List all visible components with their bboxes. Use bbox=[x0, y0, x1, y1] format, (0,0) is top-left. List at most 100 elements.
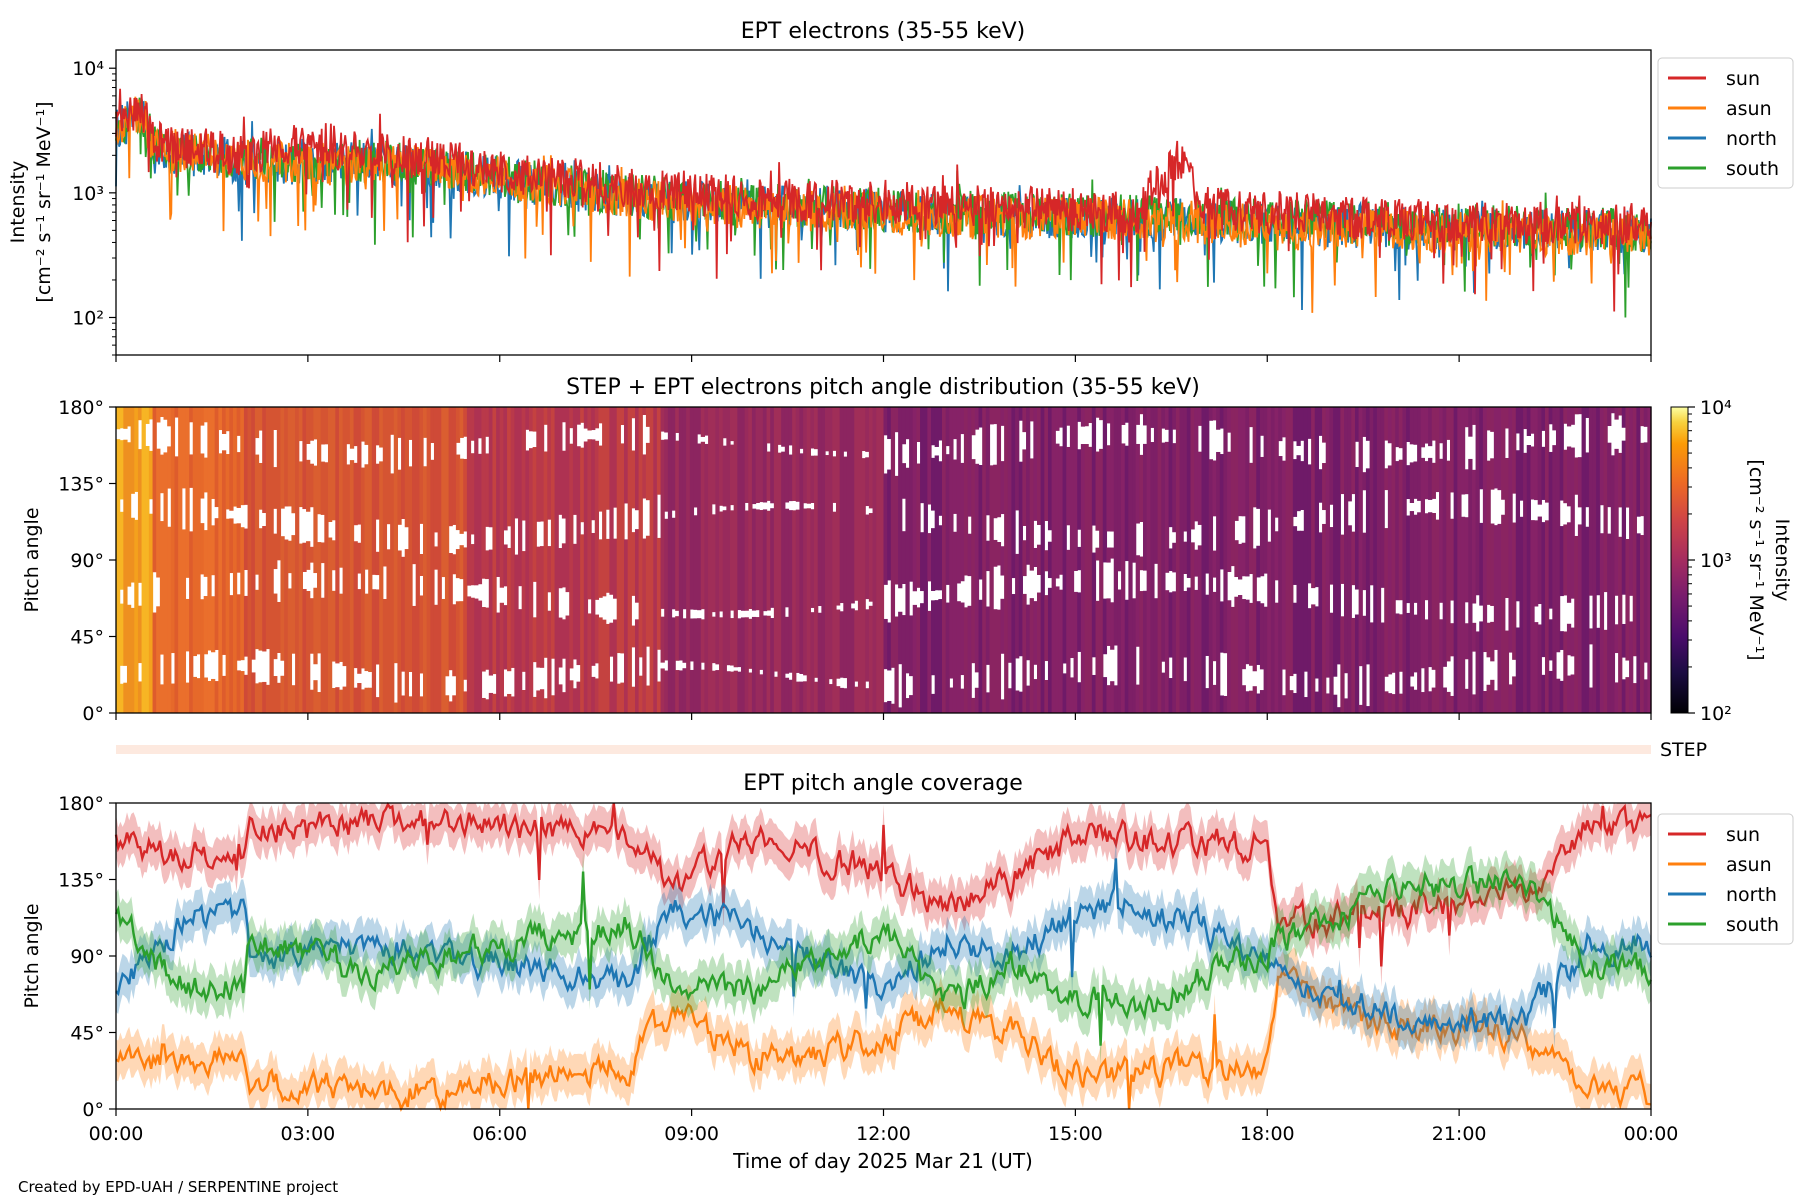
heatmap-cell bbox=[1643, 679, 1648, 713]
x-tick-label: 12:00 bbox=[856, 1123, 911, 1145]
heatmap-cell bbox=[945, 407, 950, 447]
heatmap-cell bbox=[1596, 627, 1601, 713]
heatmap-cell bbox=[1117, 407, 1122, 572]
heatmap-cell bbox=[243, 407, 249, 505]
heatmap-cell bbox=[481, 607, 486, 672]
heatmap-cell bbox=[766, 407, 771, 444]
heatmap-cell bbox=[1464, 517, 1469, 603]
heatmap-cell bbox=[426, 407, 431, 713]
heatmap-cell bbox=[1563, 524, 1568, 596]
heatmap-cell bbox=[1577, 407, 1583, 415]
heatmap-cell bbox=[580, 407, 585, 423]
heatmap-cell bbox=[653, 407, 658, 713]
heatmap-cell bbox=[1121, 443, 1126, 713]
heatmap-cell bbox=[1238, 543, 1243, 580]
coverage-line-north bbox=[115, 858, 1653, 1036]
heatmap-cell bbox=[620, 682, 625, 713]
heatmap-cell bbox=[1424, 619, 1429, 713]
heatmap-cell bbox=[894, 616, 899, 713]
heatmap-cell bbox=[232, 407, 238, 507]
heatmap-cell bbox=[730, 618, 735, 666]
heatmap-cell bbox=[1446, 691, 1451, 713]
heatmap-cell bbox=[1033, 601, 1038, 665]
heatmap-cell bbox=[474, 407, 479, 586]
heatmap-cell bbox=[412, 407, 417, 565]
heatmap-cell bbox=[788, 679, 793, 713]
heatmap-cell bbox=[1515, 407, 1521, 434]
heatmap-cell bbox=[503, 544, 508, 587]
heatmap-cell bbox=[145, 407, 150, 424]
heatmap-cell bbox=[1406, 612, 1411, 713]
heatmap-cell bbox=[203, 677, 208, 713]
heatmap-cell bbox=[1292, 526, 1298, 585]
heatmap-cell bbox=[1325, 407, 1330, 678]
heatmap-cell bbox=[415, 407, 420, 713]
heatmap-cell bbox=[693, 515, 698, 610]
heatmap-cell bbox=[1413, 407, 1418, 445]
heatmap-cell bbox=[792, 407, 797, 501]
heatmap-cell bbox=[1395, 461, 1400, 601]
heatmap-cell bbox=[730, 671, 735, 713]
heatmap-cell bbox=[1022, 449, 1027, 526]
heatmap-cell bbox=[931, 407, 936, 446]
heatmap-cell bbox=[587, 613, 592, 713]
heatmap-cell bbox=[1124, 599, 1129, 713]
heatmap-cell bbox=[1369, 622, 1374, 713]
heatmap-cell bbox=[660, 668, 665, 713]
y-tick-label: 0° bbox=[82, 1099, 104, 1121]
heatmap-cell bbox=[1566, 675, 1572, 713]
heatmap-cell bbox=[645, 407, 651, 427]
heatmap-cell bbox=[1413, 614, 1418, 673]
heatmap-cell bbox=[591, 532, 596, 666]
heatmap-cell bbox=[934, 455, 939, 591]
heatmap-cell bbox=[1442, 407, 1447, 667]
heatmap-cell bbox=[1460, 516, 1466, 713]
heatmap-cell bbox=[1172, 542, 1177, 573]
heatmap-cell bbox=[1259, 690, 1265, 713]
heatmap-cell bbox=[1398, 614, 1404, 672]
heatmap-cell bbox=[1113, 685, 1118, 713]
heatmap-cell bbox=[1281, 407, 1287, 438]
heatmap-cell bbox=[1534, 407, 1539, 501]
x-axis-ticks: 00:00 03:00 06:00 09:00 12:00 15:00 18:00 21:00… bbox=[89, 355, 1678, 1145]
heatmap-cell bbox=[514, 554, 519, 713]
heatmap-cell bbox=[1015, 690, 1020, 713]
heatmap-cell bbox=[1124, 445, 1129, 562]
heatmap-cell bbox=[766, 510, 771, 611]
heatmap-cell bbox=[1530, 520, 1535, 713]
heatmap-cell bbox=[302, 542, 307, 572]
heatmap-cell bbox=[408, 407, 413, 440]
heatmap-cell bbox=[697, 443, 702, 611]
heatmap-cell bbox=[225, 454, 230, 510]
heatmap-cell bbox=[832, 456, 837, 503]
heatmap-cell bbox=[1464, 407, 1469, 428]
heatmap-cell bbox=[1384, 407, 1389, 441]
heatmap-cell bbox=[839, 687, 844, 713]
heatmap-cell bbox=[1095, 600, 1100, 713]
heatmap-cell bbox=[1142, 443, 1148, 571]
heatmap-cell bbox=[1285, 407, 1290, 713]
heatmap-cell bbox=[1420, 407, 1425, 448]
heatmap-cell bbox=[1541, 674, 1546, 713]
heatmap-cell bbox=[338, 689, 344, 713]
heatmap-cell bbox=[1168, 548, 1173, 572]
intensity-ylabel-line1: Intensity bbox=[7, 161, 29, 244]
heatmap-cell bbox=[1029, 407, 1034, 422]
heatmap-cell bbox=[119, 511, 124, 590]
heatmap-cell bbox=[722, 510, 727, 713]
heatmap-cell bbox=[200, 599, 205, 713]
heatmap-cell bbox=[510, 696, 515, 713]
heatmap-cell bbox=[952, 531, 958, 713]
heatmap-cell bbox=[967, 407, 972, 517]
heatmap-cell bbox=[280, 536, 285, 661]
y-tick-label: 90° bbox=[70, 550, 104, 572]
heatmap-cell bbox=[660, 407, 665, 432]
heatmap-cell bbox=[313, 407, 318, 440]
heatmap-cell bbox=[1574, 407, 1579, 415]
heatmap-cell bbox=[1471, 407, 1477, 425]
heatmap-cell bbox=[1387, 465, 1393, 675]
heatmap-cell bbox=[298, 543, 303, 713]
heatmap-cell bbox=[1449, 695, 1455, 713]
heatmap-cell bbox=[580, 447, 585, 523]
heatmap-cell bbox=[978, 407, 983, 428]
